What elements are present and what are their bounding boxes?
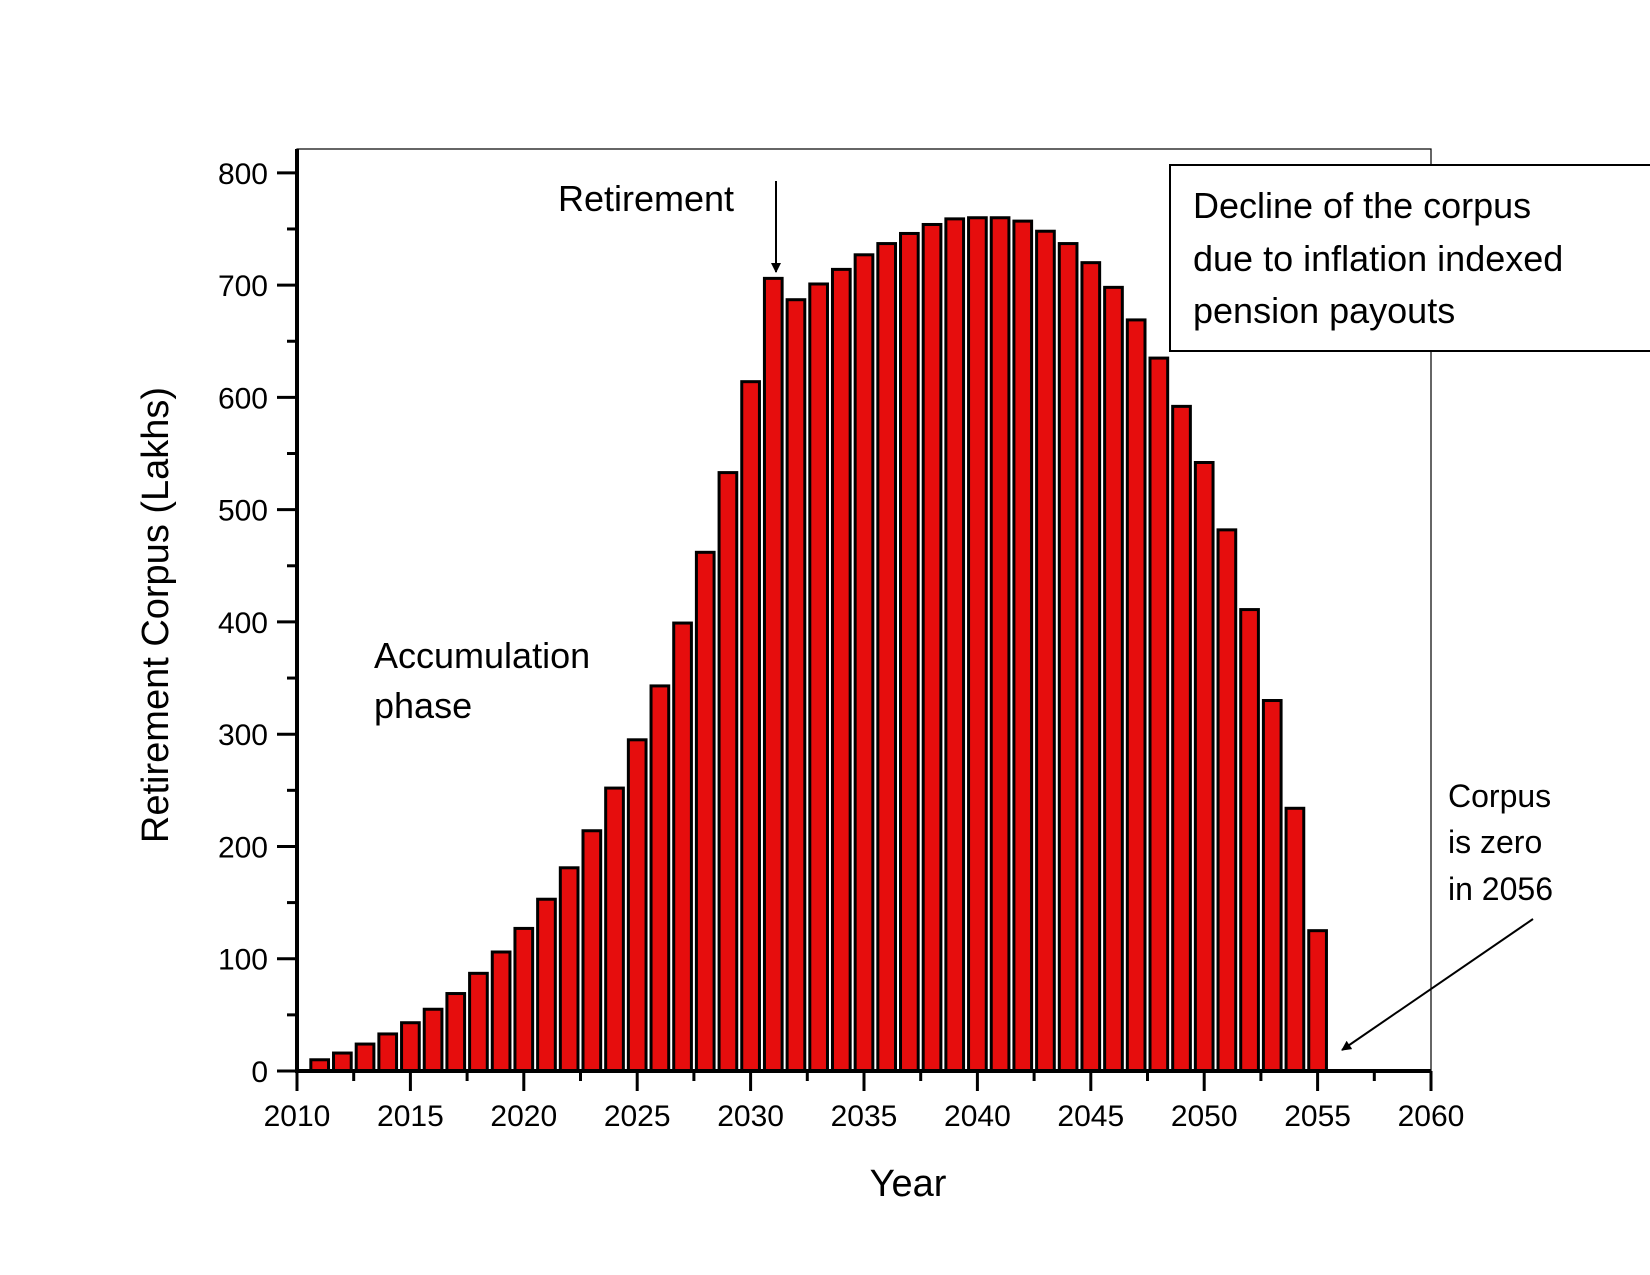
bar-2023: [581, 829, 603, 1073]
bar-2024: [604, 786, 625, 1073]
x-tick-label: 2060: [1398, 1100, 1465, 1133]
bar-2037: [899, 231, 920, 1073]
bar-2012: [332, 1051, 353, 1073]
bar-2031: [762, 276, 784, 1073]
bar-2052: [1239, 608, 1260, 1073]
y-tick-label: 700: [218, 270, 268, 303]
bar-2027: [672, 621, 693, 1073]
x-tick-label: 2025: [604, 1100, 671, 1133]
bar-2048: [1148, 356, 1170, 1073]
bar-2030: [740, 380, 761, 1073]
bar-2029: [717, 471, 739, 1073]
bar-2042: [1012, 219, 1034, 1073]
bar-2055: [1307, 929, 1328, 1073]
x-tick-label: 2045: [1057, 1100, 1124, 1133]
x-ticks-group: 2010 2015 2020 2025 2030 2035 2040 2045 2050 2055…: [264, 1071, 1465, 1133]
bar-2016: [422, 1007, 444, 1073]
bar-2018: [468, 971, 489, 1073]
x-tick-label: 2055: [1284, 1100, 1351, 1133]
y-ticks-group: 0 100 200 300 400 500 600 700 800: [218, 158, 297, 1089]
y-tick-label: 600: [218, 382, 268, 415]
bar-2043: [1035, 229, 1056, 1073]
bar-2028: [694, 550, 716, 1073]
decline-annotation-line3: pension payouts: [1193, 290, 1455, 331]
bar-2049: [1171, 404, 1192, 1073]
bar-2020: [513, 926, 535, 1073]
zero-annotation-line3: in 2056: [1448, 871, 1553, 907]
bar-2036: [876, 242, 898, 1073]
bar-2035: [853, 253, 875, 1073]
bar-2050: [1193, 460, 1215, 1073]
decline-annotation-line1: Decline of the corpus: [1193, 185, 1531, 226]
bar-2021: [536, 897, 557, 1073]
bar-2015: [400, 1021, 421, 1073]
x-tick-label: 2020: [490, 1100, 557, 1133]
y-tick-label: 500: [218, 495, 268, 528]
x-tick-label: 2010: [264, 1100, 331, 1133]
bar-2014: [377, 1032, 399, 1073]
retirement-annotation: Retirement: [558, 178, 734, 219]
bar-2053: [1261, 699, 1283, 1073]
bar-2017: [445, 992, 467, 1073]
bar-2051: [1216, 528, 1238, 1073]
bar-2054: [1284, 806, 1306, 1073]
zero-annotation-line1: Corpus: [1448, 778, 1551, 814]
zero-annotation-line2: is zero: [1448, 824, 1542, 860]
y-tick-label: 800: [218, 158, 268, 191]
bar-2033: [808, 282, 829, 1073]
x-tick-label: 2035: [831, 1100, 898, 1133]
x-tick-label: 2015: [377, 1100, 444, 1133]
x-tick-label: 2050: [1171, 1100, 1238, 1133]
y-axis-label: Retirement Corpus (Lakhs): [135, 387, 177, 843]
x-tick-label: 2040: [944, 1100, 1011, 1133]
zero-arrow-icon: [1341, 918, 1534, 1051]
bar-2047: [1125, 318, 1147, 1073]
bar-2039: [944, 217, 966, 1073]
y-tick-label: 0: [251, 1056, 268, 1089]
decline-annotation-box: [1169, 164, 1650, 352]
y-tick-label: 400: [218, 607, 268, 640]
bars-group: [309, 216, 1328, 1073]
bar-2046: [1103, 285, 1124, 1073]
y-tick-label: 100: [218, 944, 268, 977]
bar-2026: [649, 684, 671, 1073]
accumulation-annotation-line1: Accumulation: [374, 635, 590, 676]
x-axis-label: Year: [870, 1163, 947, 1205]
y-tick-label: 300: [218, 719, 268, 752]
decline-annotation-line2: due to inflation indexed: [1193, 238, 1563, 279]
bar-2040: [967, 216, 988, 1073]
y-tick-label: 200: [218, 831, 268, 864]
bar-2032: [785, 298, 807, 1073]
bar-2022: [558, 866, 580, 1073]
bar-2025: [626, 738, 648, 1073]
bar-2044: [1057, 242, 1079, 1073]
bar-2038: [921, 222, 943, 1073]
bar-2034: [830, 267, 852, 1073]
bar-2045: [1080, 261, 1102, 1073]
accumulation-annotation-line2: phase: [374, 685, 472, 726]
bar-2013: [354, 1042, 376, 1073]
bar-2041: [989, 216, 1011, 1073]
bar-2019: [490, 950, 512, 1073]
x-tick-label: 2030: [717, 1100, 784, 1133]
